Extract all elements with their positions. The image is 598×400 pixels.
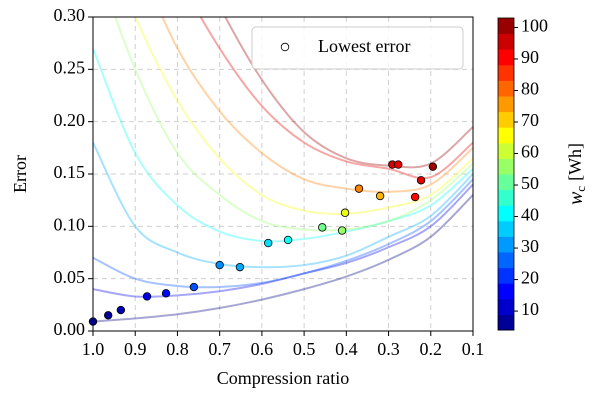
colorbar-band: [498, 220, 514, 237]
colorbar-band: [498, 236, 514, 253]
lowest-error-point: [340, 208, 350, 217]
error-curve: [199, 17, 473, 180]
colorbar-band: [498, 96, 514, 113]
lowest-error-point: [142, 292, 152, 301]
x-tick-label: 0.2: [420, 339, 443, 359]
colorbar-band: [498, 111, 514, 128]
colorbar-band: [498, 314, 514, 331]
lowest-error-point: [428, 162, 438, 171]
lowest-error-point: [215, 260, 224, 270]
lowest-error-point: [318, 223, 327, 232]
lowest-error-point: [283, 235, 293, 245]
colorbar-band: [498, 18, 514, 35]
plot-frame: [92, 16, 474, 332]
lowest-error-point: [116, 305, 126, 315]
error-curve: [161, 17, 473, 193]
colorbar-tick-label: 70: [521, 110, 539, 130]
colorbar-tick-label: 30: [521, 236, 539, 256]
colorbar-band: [498, 80, 514, 97]
colorbar-band: [498, 49, 514, 66]
x-tick-label: 0.3: [377, 339, 400, 359]
colorbar-band: [498, 298, 514, 315]
colorbar-band: [498, 205, 514, 222]
x-tick-label: 0.5: [293, 339, 316, 359]
colorbar-band: [498, 142, 514, 159]
y-tick-label: 0.15: [54, 162, 86, 182]
colorbar-label-symbol: w: [565, 191, 587, 205]
error-curve: [93, 178, 473, 289]
colorbar-band: [498, 127, 514, 144]
colorbar-band: [498, 189, 514, 206]
colorbar-band: [498, 158, 514, 175]
x-tick-label: 1.0: [82, 339, 105, 359]
colorbar-tick-label: 80: [521, 79, 539, 99]
x-axis-label: Compression ratio: [217, 368, 350, 388]
y-tick-label: 0.20: [54, 110, 86, 130]
colorbar-band: [498, 267, 514, 284]
legend-label: Lowest error: [318, 36, 410, 56]
legend-box: [251, 26, 464, 70]
colorbar-tick-label: 60: [521, 142, 539, 162]
x-tick-label: 0.8: [166, 339, 189, 359]
lowest-error-point: [354, 184, 364, 193]
y-tick-label: 0.25: [54, 57, 86, 77]
lowest-error-point: [264, 238, 273, 248]
colorbar-band: [498, 33, 514, 50]
lowest-error-point: [375, 191, 385, 201]
y-tick-label: 0.10: [54, 214, 86, 234]
lowest-error-point: [235, 262, 245, 272]
lowest-error-point: [161, 289, 171, 298]
colorbar-label-subscript: c: [573, 186, 588, 192]
colorbar-tick-label: 40: [521, 205, 539, 225]
colorbar-band: [498, 252, 514, 269]
error-curve: [93, 183, 473, 298]
colorbar-label-unit: [Wh]: [565, 143, 585, 181]
colorbar-tick-label: 10: [521, 299, 539, 319]
colorbar-tick-label: 20: [521, 268, 539, 288]
error-curve: [114, 17, 473, 232]
x-tick-label: 0.4: [335, 339, 358, 359]
lowest-error-point: [189, 282, 199, 292]
x-tick-label: 0.7: [208, 339, 231, 359]
colorbar-band: [498, 174, 514, 191]
y-axis-label: Error: [10, 155, 30, 193]
error-curve: [134, 17, 473, 215]
lowest-error-point: [394, 160, 403, 169]
colorbar-frame: [497, 17, 515, 331]
colorbar-tick-label: 100: [521, 16, 548, 36]
lowest-error-point: [337, 226, 347, 235]
lowest-error-point: [410, 192, 420, 202]
y-tick-label: 0.05: [54, 267, 86, 287]
y-tick-label: 0.30: [54, 5, 86, 25]
x-tick-label: 0.6: [251, 339, 274, 359]
x-tick-label: 0.1: [462, 339, 485, 359]
x-tick-label: 0.9: [124, 339, 147, 359]
colorbar-label: wc [Wh]: [565, 143, 588, 205]
colorbar-band: [498, 64, 514, 81]
lowest-error-point: [416, 176, 426, 185]
error-curve: [93, 194, 473, 323]
colorbar-tick-label: 90: [521, 47, 539, 67]
error-curve: [224, 17, 473, 169]
lowest-error-point: [88, 317, 98, 326]
colorbar-tick-label: 50: [521, 173, 539, 193]
error-curve: [93, 48, 473, 243]
lowest-error-point: [103, 311, 113, 320]
error-curve: [93, 142, 473, 269]
legend-marker: [280, 42, 290, 52]
y-tick-label: 0.00: [54, 319, 86, 339]
colorbar-band: [498, 283, 514, 300]
